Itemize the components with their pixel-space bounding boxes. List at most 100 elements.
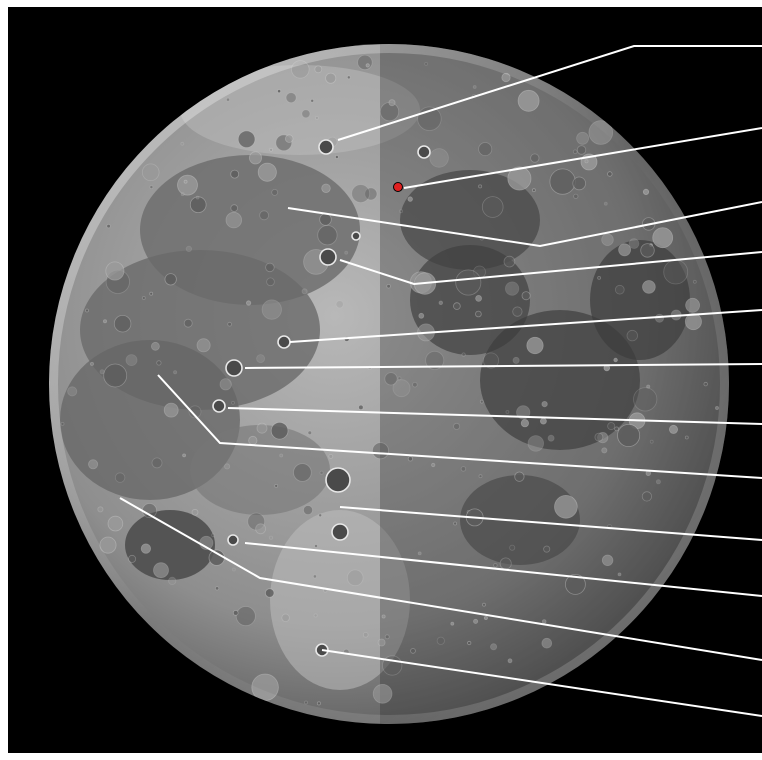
crater	[573, 193, 579, 199]
crater	[399, 209, 404, 214]
crater	[517, 89, 540, 112]
crater	[188, 405, 202, 419]
crater	[362, 631, 369, 638]
crater	[256, 354, 266, 364]
crater	[601, 233, 614, 246]
crater	[594, 432, 604, 442]
crater	[460, 466, 467, 472]
crater	[655, 313, 665, 323]
crater	[473, 618, 479, 624]
crater	[527, 435, 545, 452]
crater	[507, 658, 513, 664]
crater	[614, 284, 625, 295]
crater	[520, 419, 530, 428]
crater	[90, 361, 95, 366]
crater	[318, 139, 334, 155]
crater	[248, 151, 262, 165]
crater	[183, 318, 193, 328]
crater	[230, 169, 240, 179]
crater	[641, 491, 653, 502]
crater	[149, 291, 154, 296]
crater	[182, 453, 187, 458]
crater	[358, 404, 364, 411]
crater	[429, 148, 449, 168]
crater	[107, 515, 124, 532]
crater	[185, 245, 192, 252]
crater	[504, 281, 520, 296]
crater	[314, 116, 319, 120]
crater	[85, 308, 89, 313]
crater	[237, 130, 256, 149]
crater	[215, 586, 220, 591]
crater	[248, 435, 258, 446]
crater	[572, 149, 578, 155]
crater	[225, 211, 243, 229]
crater	[453, 422, 461, 430]
crater	[499, 557, 512, 570]
crater	[99, 369, 105, 375]
crater	[235, 606, 256, 627]
crater	[231, 567, 236, 572]
crater	[715, 405, 720, 410]
crater	[431, 462, 436, 468]
crater	[532, 188, 536, 193]
crater	[246, 300, 252, 306]
crater	[626, 329, 639, 342]
crater	[312, 574, 317, 579]
crater	[285, 134, 294, 143]
leader-line	[287, 201, 762, 248]
crater	[302, 505, 313, 516]
crater	[407, 196, 413, 202]
mare-region	[480, 310, 640, 450]
crater	[453, 302, 461, 310]
crater	[189, 196, 207, 214]
crater	[180, 141, 185, 146]
crater	[225, 97, 230, 102]
mare-region	[400, 170, 540, 270]
crater	[314, 544, 318, 548]
crater	[351, 184, 371, 204]
crater	[478, 142, 493, 157]
crater	[266, 277, 275, 287]
crater	[652, 227, 674, 249]
leader-line	[339, 251, 762, 286]
crater	[97, 506, 104, 513]
crater	[277, 89, 282, 94]
leader-line	[227, 407, 762, 425]
crater	[597, 275, 601, 280]
crater	[195, 195, 200, 200]
crater	[388, 99, 396, 107]
crater	[113, 315, 132, 333]
mare-region	[460, 475, 580, 565]
crater	[88, 459, 99, 470]
leader-line	[157, 374, 762, 479]
crater	[357, 54, 373, 71]
crater	[381, 614, 386, 619]
crater	[141, 163, 160, 182]
crater	[386, 284, 391, 289]
crater	[156, 360, 162, 366]
crater	[230, 204, 239, 212]
crater	[319, 213, 332, 226]
crater	[183, 179, 188, 184]
crater	[293, 463, 312, 482]
crater	[151, 457, 163, 469]
crater	[453, 521, 458, 526]
crater	[607, 422, 616, 431]
crater	[472, 85, 477, 89]
location-marker	[393, 182, 403, 192]
leader-line	[289, 309, 762, 343]
crater	[540, 417, 547, 425]
highland-region	[270, 510, 410, 690]
crater	[99, 536, 117, 554]
crater	[319, 470, 324, 475]
crater	[231, 400, 235, 405]
mare-region	[125, 510, 215, 580]
crater	[227, 321, 232, 327]
crater	[153, 562, 169, 579]
crater	[325, 467, 351, 493]
crater	[140, 543, 151, 554]
crater	[268, 535, 273, 540]
crater	[509, 544, 516, 551]
